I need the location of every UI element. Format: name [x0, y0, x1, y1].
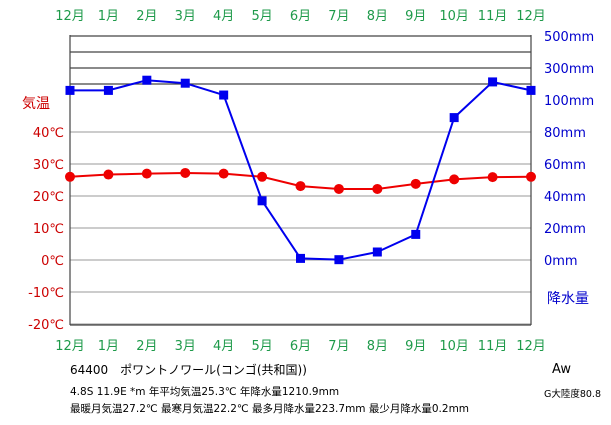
month-label-bottom: 2月 [136, 339, 157, 354]
month-label-top: 7月 [328, 9, 349, 24]
continentality-index: G大陸度80.8 [543, 389, 601, 400]
data-point [372, 183, 383, 194]
precipitation-tick-label: 300mm [544, 62, 594, 77]
temperature-axis-ticks: 40℃ 30℃ 20℃ 10℃ 0℃ -10℃ -20℃ [28, 126, 64, 333]
data-point [410, 178, 421, 189]
month-label-top: 4月 [213, 9, 234, 24]
data-point [488, 77, 498, 87]
month-label-bottom: 10月 [439, 339, 469, 354]
data-point [372, 247, 382, 257]
precipitation-series [65, 75, 536, 265]
data-point [487, 172, 498, 183]
month-label-bottom: 11月 [478, 339, 508, 354]
month-label-bottom: 4月 [213, 339, 234, 354]
data-point [526, 171, 536, 182]
data-point [180, 78, 190, 88]
data-point [449, 113, 459, 123]
month-label-bottom: 9月 [405, 339, 426, 354]
month-label-top: 10月 [439, 9, 469, 24]
month-label-top: 6月 [290, 9, 311, 24]
temperature-tick-label: 0℃ [41, 254, 64, 269]
data-point [142, 75, 152, 85]
data-point [526, 85, 536, 95]
data-point [65, 171, 75, 182]
data-point [295, 181, 306, 192]
temperature-axis-title: 気温 [22, 96, 50, 112]
month-label-top: 5月 [251, 9, 272, 24]
month-label-bottom: 12月 [55, 339, 85, 354]
precipitation-axis-ticks: 500mm 300mm 100mm 80mm 60mm 40mm 20mm 0mm [544, 30, 594, 269]
data-point [141, 168, 152, 179]
month-label-bottom: 8月 [367, 339, 388, 354]
temperature-tick-label: 10℃ [33, 222, 64, 237]
data-point [333, 183, 344, 194]
temperature-tick-label: -20℃ [28, 318, 64, 333]
month-label-bottom: 6月 [290, 339, 311, 354]
month-label-top: 9月 [405, 9, 426, 24]
data-point [257, 196, 267, 206]
month-label-bottom: 1月 [98, 339, 119, 354]
data-point [411, 229, 421, 239]
data-point [103, 85, 113, 95]
month-label-bottom: 3月 [175, 339, 196, 354]
month-label-bottom: 12月 [516, 339, 546, 354]
precipitation-tick-label: 80mm [544, 126, 586, 141]
data-point [257, 171, 268, 182]
data-point [334, 255, 344, 265]
temperature-series [65, 167, 536, 194]
precipitation-tick-label: 0mm [544, 254, 578, 269]
precipitation-tick-label: 60mm [544, 158, 586, 173]
temperature-tick-label: 30℃ [33, 158, 64, 173]
station-title: 64400 ポワントノワール(コンゴ(共和国)) [70, 363, 307, 377]
data-point [449, 174, 460, 185]
temperature-tick-label: 40℃ [33, 126, 64, 141]
precipitation-axis-title: 降水量 [547, 291, 589, 307]
precipitation-tick-label: 40mm [544, 190, 586, 205]
month-label-bottom: 7月 [328, 339, 349, 354]
station-summary-line-1: 4.8S 11.9E *m 年平均気温25.3℃ 年降水量1210.9mm [70, 386, 340, 398]
data-point [219, 90, 229, 100]
data-point [296, 253, 305, 263]
station-summary-line-2: 最暖月気温27.2℃ 最寒月気温22.2℃ 最多月降水量223.7mm 最少月降… [70, 403, 470, 415]
data-point [218, 168, 229, 179]
temperature-tick-label: -10℃ [28, 286, 64, 301]
bottom-month-labels: 12月 1月 2月 3月 4月 5月 6月 7月 8月 9月 10月 11月 12月 [55, 339, 546, 354]
precipitation-tick-label: 100mm [544, 94, 594, 109]
month-label-top: 2月 [136, 9, 157, 24]
month-label-top: 11月 [478, 9, 508, 24]
data-point [180, 167, 191, 178]
data-point [103, 169, 114, 180]
climate-classification: Aw [552, 362, 571, 377]
top-month-labels: 12月 1月 2月 3月 4月 5月 6月 7月 8月 9月 10月 11月 12月 [55, 9, 546, 24]
precipitation-tick-label: 500mm [544, 30, 594, 45]
month-label-top: 12月 [516, 9, 546, 24]
precipitation-tick-label: 20mm [544, 222, 586, 237]
month-label-bottom: 5月 [251, 339, 272, 354]
month-label-top: 8月 [367, 9, 388, 24]
month-label-top: 3月 [175, 9, 196, 24]
chart-gridlines [70, 35, 531, 325]
chart-frame [69, 35, 532, 326]
month-label-top: 12月 [55, 9, 85, 24]
series-line [70, 79, 532, 261]
month-label-top: 1月 [98, 9, 119, 24]
temperature-tick-label: 20℃ [33, 190, 64, 205]
data-point [65, 85, 75, 95]
